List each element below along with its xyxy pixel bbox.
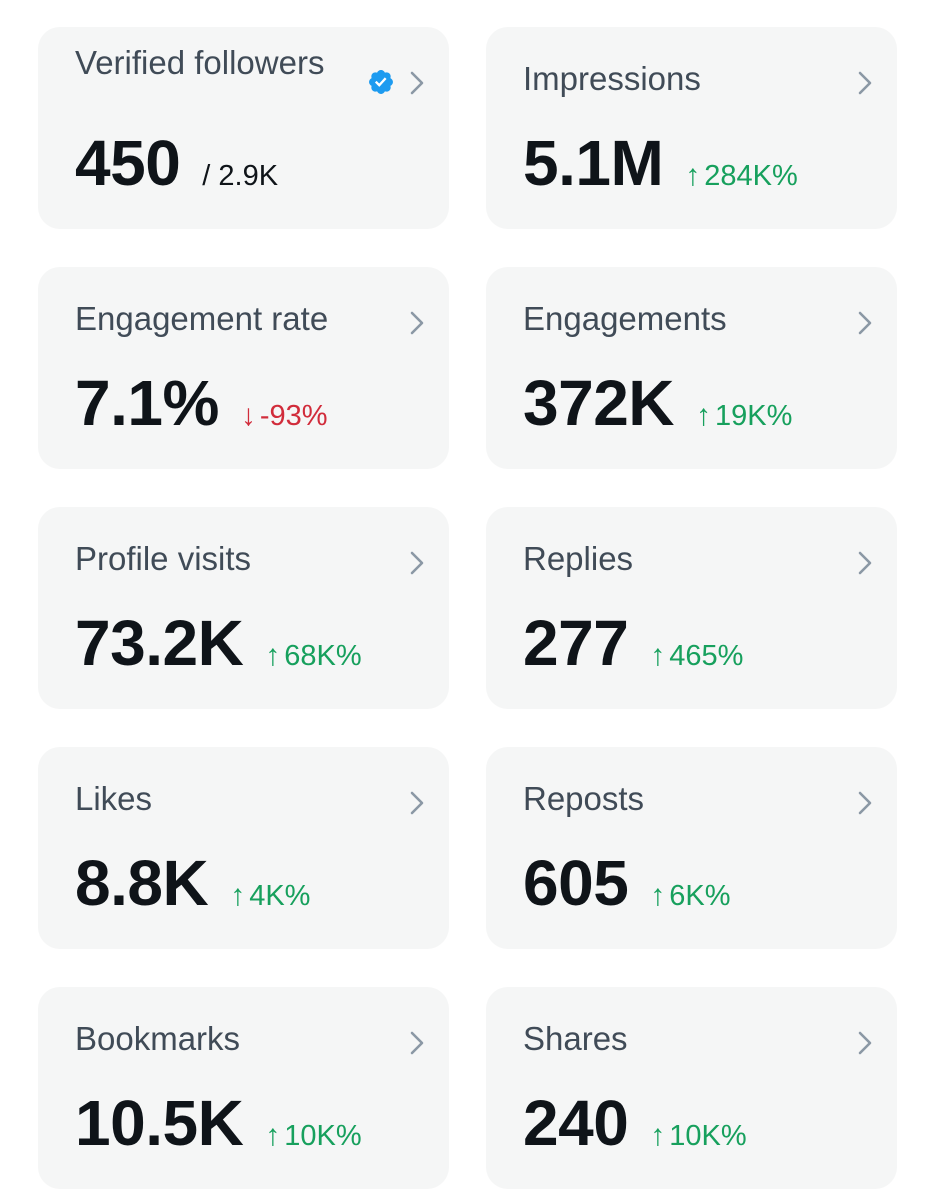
metric-row: 450 / 2.9K xyxy=(75,131,278,195)
metric-value: 8.8K xyxy=(75,847,209,919)
change-value: 6K% xyxy=(669,880,731,912)
chevron-right-icon xyxy=(855,69,875,97)
arrow-up-icon: ↑ xyxy=(650,879,666,912)
metric-change: ↑ 465% xyxy=(650,639,743,673)
card-label: Reposts xyxy=(523,780,645,817)
metric-row: 240 ↑ 10K% xyxy=(523,1091,747,1155)
card-label: Replies xyxy=(523,540,634,577)
chevron-right-icon xyxy=(855,1029,875,1057)
metric-total: / 2.9K xyxy=(202,160,279,192)
metric-row: 73.2K ↑ 68K% xyxy=(75,611,362,675)
card-label: Engagement rate xyxy=(75,300,329,337)
metric-row: 372K ↑ 19K% xyxy=(523,371,792,435)
metric-value: 605 xyxy=(523,847,629,919)
chevron-right-icon xyxy=(855,789,875,817)
chevron-right-icon xyxy=(855,309,875,337)
card-label: Impressions xyxy=(523,60,701,97)
arrow-up-icon: ↑ xyxy=(265,639,281,672)
metric-value: 240 xyxy=(523,1087,629,1159)
change-value: 465% xyxy=(669,640,744,672)
card-label: Engagements xyxy=(523,300,727,337)
metric-change: ↑ 10K% xyxy=(650,1119,746,1153)
card-replies[interactable]: Replies 277 ↑ 465% xyxy=(486,507,897,709)
card-label: Shares xyxy=(523,1020,628,1057)
card-shares[interactable]: Shares 240 ↑ 10K% xyxy=(486,987,897,1189)
chevron-right-icon xyxy=(407,549,427,577)
metric-change: ↑ 6K% xyxy=(650,879,730,913)
metric-value: 450 xyxy=(75,127,181,199)
change-value: 19K% xyxy=(715,400,793,432)
card-label: Verified followers xyxy=(75,44,325,81)
metric-row: 277 ↑ 465% xyxy=(523,611,743,675)
metric-row: 605 ↑ 6K% xyxy=(523,851,731,915)
metric-row: 5.1M ↑ 284K% xyxy=(523,131,798,195)
metric-value: 10.5K xyxy=(75,1087,244,1159)
change-value: 68K% xyxy=(284,640,362,672)
metric-change: ↑ 19K% xyxy=(696,399,792,433)
metric-value: 277 xyxy=(523,607,629,679)
card-impressions[interactable]: Impressions 5.1M ↑ 284K% xyxy=(486,27,897,229)
card-label: Bookmarks xyxy=(75,1020,241,1057)
card-likes[interactable]: Likes 8.8K ↑ 4K% xyxy=(38,747,449,949)
metric-change: ↓ -93% xyxy=(241,399,328,433)
card-engagements[interactable]: Engagements 372K ↑ 19K% xyxy=(486,267,897,469)
arrow-up-icon: ↑ xyxy=(650,639,666,672)
metric-change: ↑ 10K% xyxy=(265,1119,361,1153)
card-engagement-rate[interactable]: Engagement rate 7.1% ↓ -93% xyxy=(38,267,449,469)
metric-value: 5.1M xyxy=(523,127,664,199)
verified-badge-icon xyxy=(367,68,395,96)
arrow-up-icon: ↑ xyxy=(685,159,701,192)
card-label: Likes xyxy=(75,780,153,817)
card-profile-visits[interactable]: Profile visits 73.2K ↑ 68K% xyxy=(38,507,449,709)
card-reposts[interactable]: Reposts 605 ↑ 6K% xyxy=(486,747,897,949)
change-value: 284K% xyxy=(704,160,798,192)
chevron-right-icon xyxy=(407,789,427,817)
change-value: 10K% xyxy=(669,1120,747,1152)
metric-row: 7.1% ↓ -93% xyxy=(75,371,328,435)
metric-change: ↑ 4K% xyxy=(230,879,310,913)
chevron-right-icon xyxy=(407,69,427,97)
change-value: 10K% xyxy=(284,1120,362,1152)
change-value: 4K% xyxy=(249,880,311,912)
card-verified-followers[interactable]: Verified followers 450 / 2.9K xyxy=(38,27,449,229)
arrow-up-icon: ↑ xyxy=(265,1119,281,1152)
metric-value: 7.1% xyxy=(75,367,219,439)
change-value: -93% xyxy=(259,400,328,432)
arrow-up-icon: ↑ xyxy=(696,399,711,432)
chevron-right-icon xyxy=(407,309,427,337)
metric-row: 8.8K ↑ 4K% xyxy=(75,851,310,915)
card-bookmarks[interactable]: Bookmarks 10.5K ↑ 10K% xyxy=(38,987,449,1189)
arrow-up-icon: ↑ xyxy=(230,879,246,912)
metric-value: 372K xyxy=(523,367,675,439)
chevron-right-icon xyxy=(407,1029,427,1057)
card-label: Profile visits xyxy=(75,540,252,577)
chevron-right-icon xyxy=(855,549,875,577)
arrow-down-icon: ↓ xyxy=(240,399,256,432)
metric-value: 73.2K xyxy=(75,607,244,679)
arrow-up-icon: ↑ xyxy=(650,1119,666,1152)
metric-change: ↑ 68K% xyxy=(265,639,361,673)
metric-change: ↑ 284K% xyxy=(685,159,798,193)
metric-row: 10.5K ↑ 10K% xyxy=(75,1091,362,1155)
